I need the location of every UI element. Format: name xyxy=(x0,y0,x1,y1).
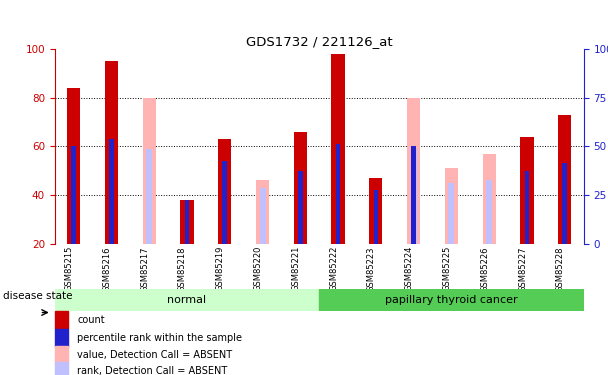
Bar xyxy=(67,88,80,244)
Bar xyxy=(55,346,68,363)
Bar xyxy=(109,139,114,244)
Text: GSM85227: GSM85227 xyxy=(518,246,527,291)
Text: GSM85224: GSM85224 xyxy=(405,246,413,291)
Bar xyxy=(142,98,156,244)
Text: GSM85218: GSM85218 xyxy=(178,246,187,291)
Bar xyxy=(525,171,530,244)
Text: papillary thyroid cancer: papillary thyroid cancer xyxy=(385,295,518,305)
Text: GSM85215: GSM85215 xyxy=(64,246,74,291)
Text: GSM85225: GSM85225 xyxy=(443,246,451,291)
Text: GSM85221: GSM85221 xyxy=(291,246,300,291)
Text: rank, Detection Call = ABSENT: rank, Detection Call = ABSENT xyxy=(77,366,227,375)
Text: count: count xyxy=(77,315,105,325)
Bar xyxy=(71,146,76,244)
Bar xyxy=(319,289,584,311)
Bar xyxy=(181,200,193,244)
Bar xyxy=(146,149,152,244)
Title: GDS1732 / 221126_at: GDS1732 / 221126_at xyxy=(246,34,393,48)
Bar xyxy=(558,115,572,244)
Text: GSM85228: GSM85228 xyxy=(556,246,565,291)
Text: value, Detection Call = ABSENT: value, Detection Call = ABSENT xyxy=(77,350,232,360)
Text: disease state: disease state xyxy=(3,291,72,301)
Text: GSM85220: GSM85220 xyxy=(254,246,263,291)
Text: GSM85226: GSM85226 xyxy=(480,246,489,291)
Bar xyxy=(105,61,118,244)
Bar xyxy=(260,188,266,244)
Text: normal: normal xyxy=(167,295,207,305)
Bar xyxy=(483,154,496,244)
Bar xyxy=(55,289,319,311)
Bar xyxy=(562,164,567,244)
Text: GSM85223: GSM85223 xyxy=(367,246,376,291)
Bar xyxy=(369,178,382,244)
Bar xyxy=(185,200,189,244)
Bar xyxy=(336,144,340,244)
Bar xyxy=(223,161,227,244)
Text: GSM85219: GSM85219 xyxy=(216,246,225,291)
Text: GSM85222: GSM85222 xyxy=(329,246,338,291)
Bar xyxy=(445,168,458,244)
Bar xyxy=(449,183,454,244)
Bar xyxy=(55,362,68,375)
Bar xyxy=(55,311,68,329)
Bar xyxy=(412,146,416,244)
Bar xyxy=(55,329,68,347)
Bar xyxy=(218,139,232,244)
Bar xyxy=(373,190,378,244)
Bar xyxy=(407,98,420,244)
Text: GSM85216: GSM85216 xyxy=(102,246,111,291)
Bar xyxy=(294,132,307,244)
Bar xyxy=(298,171,303,244)
Text: GSM85217: GSM85217 xyxy=(140,246,149,291)
Bar xyxy=(256,180,269,244)
Bar xyxy=(331,54,345,244)
Bar xyxy=(520,136,534,244)
Bar xyxy=(410,149,416,244)
Bar xyxy=(486,180,492,244)
Text: percentile rank within the sample: percentile rank within the sample xyxy=(77,333,242,343)
